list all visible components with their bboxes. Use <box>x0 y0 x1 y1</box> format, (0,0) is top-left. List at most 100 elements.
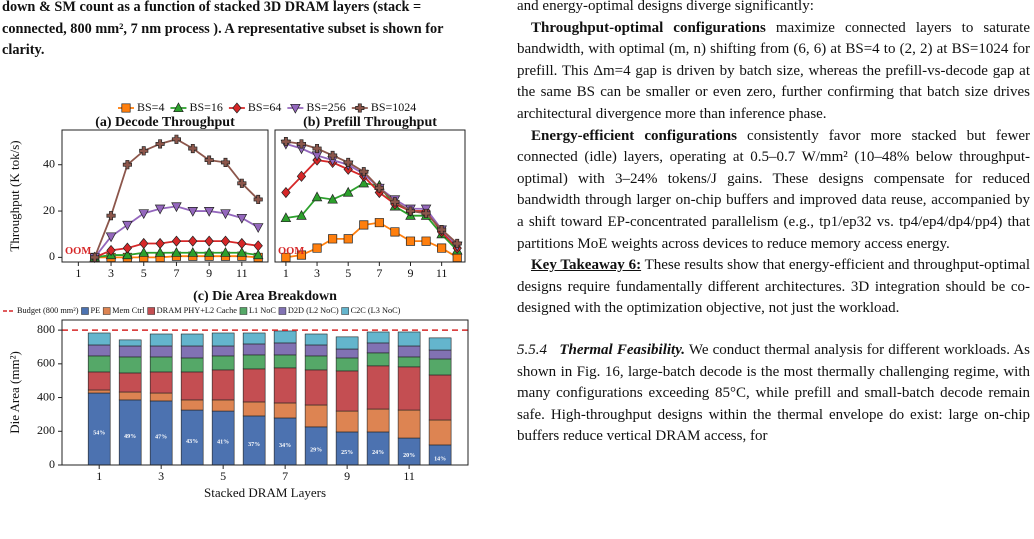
legend-swatch <box>81 307 89 315</box>
marker <box>405 236 416 246</box>
pe-share-label: 20% <box>403 453 415 459</box>
marker <box>232 102 242 114</box>
paragraph: Energy-efficient configurations consiste… <box>517 126 1030 256</box>
x-tick-label: 1 <box>75 266 81 280</box>
marker <box>327 193 338 204</box>
bar-segment <box>87 355 111 373</box>
marker <box>173 102 184 113</box>
bar-segment <box>118 399 142 466</box>
x-tick-label: 9 <box>344 469 350 483</box>
marker <box>171 247 182 257</box>
bar-segment <box>242 368 266 403</box>
pe-share-label: 34% <box>279 443 291 449</box>
marker <box>204 155 214 165</box>
bar-segment <box>87 392 111 466</box>
bar-segment <box>180 357 204 373</box>
marker <box>290 103 301 114</box>
figure-caption: down & SM count as a function of stacked… <box>2 0 444 59</box>
marker <box>296 250 307 260</box>
bar-segment <box>242 415 266 466</box>
x-tick-label: 5 <box>345 266 351 280</box>
bar-segment <box>304 344 328 357</box>
marker <box>220 209 231 220</box>
legend-label: BS=4 <box>137 100 164 114</box>
section-number: 5.5.4 <box>517 341 547 358</box>
paragraph: Key Takeaway 6: These results show that … <box>517 255 1030 320</box>
marker <box>359 220 369 230</box>
bar-segment <box>118 391 142 401</box>
bar-segment <box>211 410 235 466</box>
legend-label: BS=256 <box>306 100 345 114</box>
bar-segment <box>304 355 328 371</box>
marker <box>220 157 231 167</box>
y-tick-label: 0 <box>49 249 55 263</box>
pe-share-label: 24% <box>372 450 384 456</box>
bar-segment <box>87 389 111 394</box>
legend-label: Budget (800 mm²) <box>17 306 79 315</box>
marker <box>237 237 247 250</box>
bar-segment <box>211 399 235 412</box>
marker <box>421 208 431 218</box>
legend-label: D2D (L2 NoC) <box>288 306 339 315</box>
bar-segment <box>273 330 297 344</box>
y-tick-label: 400 <box>37 389 55 403</box>
bar-segment <box>149 400 173 466</box>
bar-segment <box>428 358 452 376</box>
marker <box>390 227 400 237</box>
bar-segment <box>335 336 359 350</box>
marker <box>311 191 323 202</box>
x-tick-label: 1 <box>283 266 289 280</box>
legend-label: Mem Ctrl <box>112 306 145 315</box>
pe-share-label: 43% <box>186 439 198 445</box>
pe-share-label: 41% <box>217 439 229 445</box>
plot-frame <box>274 129 466 263</box>
marker <box>138 247 150 257</box>
marker <box>188 235 198 247</box>
marker <box>253 194 263 205</box>
marker <box>342 186 354 197</box>
chart-title: (b) Prefill Throughput <box>303 115 437 130</box>
paragraph: and energy-optimal designs diverge signi… <box>517 0 1030 18</box>
marker <box>281 252 291 262</box>
marker <box>138 209 150 220</box>
marker <box>203 247 215 257</box>
marker <box>328 150 338 161</box>
marker <box>187 207 199 217</box>
marker <box>343 234 353 244</box>
bar-segment <box>366 331 390 344</box>
text-column: and energy-optimal designs diverge signi… <box>517 0 1030 448</box>
bar-segment <box>211 369 235 401</box>
bar-segment <box>397 437 421 466</box>
marker <box>405 206 416 216</box>
bar-segment <box>87 332 111 346</box>
marker <box>358 177 370 188</box>
bar-segment <box>428 374 452 421</box>
y-tick-label: 0 <box>49 457 55 471</box>
bar-segment <box>180 333 204 347</box>
section-title: Thermal Feasibility. <box>559 341 686 358</box>
lead: Throughput-optimal configurations <box>531 19 766 36</box>
legend-label: BS=16 <box>189 100 222 114</box>
bar-segment <box>335 410 359 433</box>
marker <box>106 244 116 256</box>
legend-swatch <box>102 307 111 315</box>
marker <box>139 146 149 156</box>
text: consistently favor more stacked but fewe… <box>517 127 1030 252</box>
marker <box>236 247 248 257</box>
bar-segment <box>397 345 421 358</box>
marker <box>122 249 133 260</box>
oom-annotation: OOM <box>65 246 91 257</box>
bar-segment <box>366 352 390 367</box>
x-tick-label: 9 <box>407 266 413 280</box>
bar-segment <box>273 354 297 369</box>
paragraph: Throughput-optimal configurations maximi… <box>517 18 1030 126</box>
marker <box>296 170 307 182</box>
y-tick-label: 20 <box>43 203 55 217</box>
y-axis-label: Die Area (mm²) <box>7 351 22 434</box>
marker <box>437 243 447 253</box>
bar-segment <box>366 408 390 433</box>
marker <box>252 249 264 260</box>
bar-segment <box>180 409 204 466</box>
bar-segment <box>304 426 328 466</box>
